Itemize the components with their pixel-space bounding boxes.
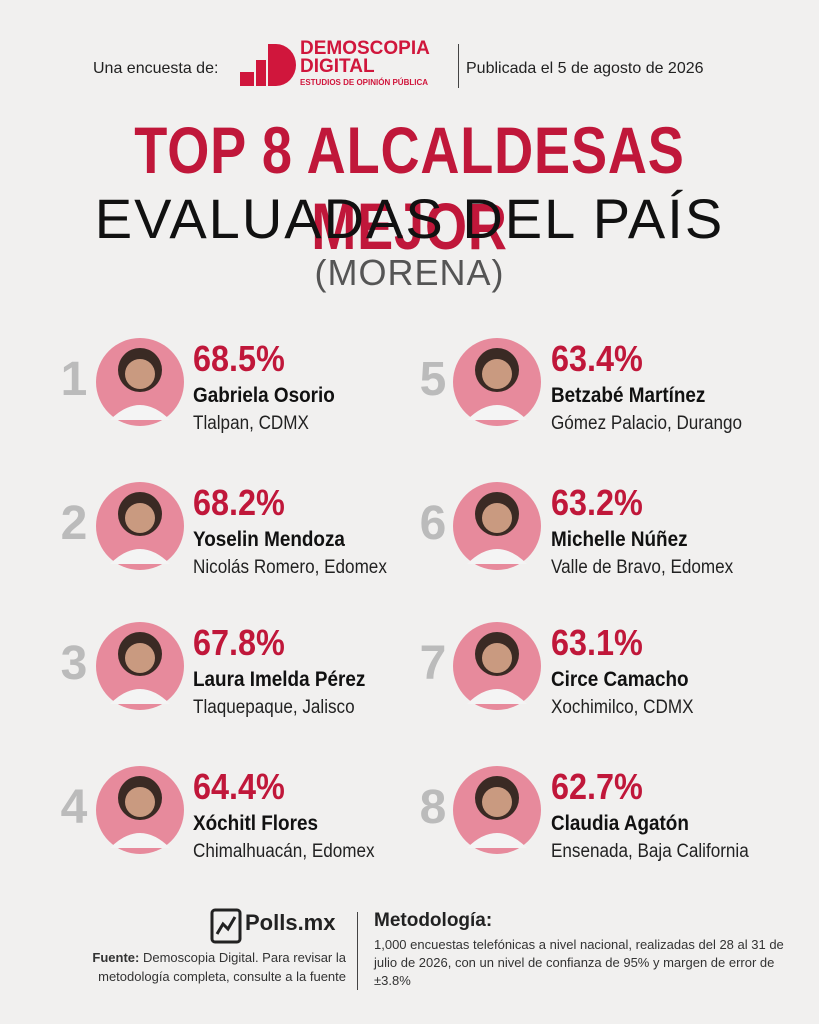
- logo-tagline: ESTUDIOS DE OPINIÓN PÚBLICA: [300, 78, 429, 87]
- published-date: Publicada el 5 de agosto de 2026: [466, 60, 704, 77]
- location: Xochimilco, CDMX: [551, 697, 694, 718]
- logo-mark: [240, 44, 296, 86]
- method-title: Metodología:: [374, 910, 493, 931]
- person-name: Circe Camacho: [551, 668, 689, 691]
- location: Tlalpan, CDMX: [193, 413, 309, 434]
- divider: [458, 44, 459, 88]
- location: Valle de Bravo, Edomex: [551, 557, 734, 578]
- location: Ensenada, Baja California: [551, 841, 749, 862]
- divider: [357, 912, 358, 990]
- percent: 63.1%: [551, 622, 643, 663]
- photo: [453, 622, 541, 710]
- polls-icon: [210, 908, 242, 944]
- source-label: Fuente:: [92, 950, 140, 965]
- person-name: Michelle Núñez: [551, 528, 688, 551]
- percent: 63.2%: [551, 482, 643, 523]
- polls-brand: Polls.mx: [245, 910, 336, 935]
- subtitle: (MORENA): [314, 252, 505, 293]
- location: Nicolás Romero, Edomex: [193, 557, 387, 578]
- person-name: Yoselin Mendoza: [193, 528, 345, 551]
- person-name: Betzabé Martínez: [551, 384, 706, 407]
- title-line: TOP 8 ALCALDESAS MEJOR: [134, 113, 685, 263]
- logo-word: DIGITAL: [300, 56, 375, 77]
- survey-by: Una encuesta de:: [93, 60, 219, 77]
- percent: 67.8%: [193, 622, 285, 663]
- person-name: Claudia Agatón: [551, 812, 689, 835]
- rank-number: 7: [419, 637, 447, 690]
- person-name: Xóchitl Flores: [193, 812, 318, 835]
- logo-word: DEMOSCOPIA: [300, 38, 430, 59]
- source-note: Fuente: Demoscopia Digital. Para revisar…: [78, 948, 346, 986]
- person-name: Laura Imelda Pérez: [193, 668, 366, 691]
- photo: [96, 482, 184, 570]
- photo: [453, 766, 541, 854]
- source-text: Demoscopia Digital. Para revisar la meto…: [98, 950, 346, 984]
- rank-number: 3: [60, 637, 88, 690]
- photo: [96, 338, 184, 426]
- person-name: Gabriela Osorio: [193, 384, 335, 407]
- rank-number: 1: [60, 353, 88, 406]
- rank-number: 4: [60, 781, 88, 834]
- percent: 68.5%: [193, 338, 285, 379]
- location: Tlaquepaque, Jalisco: [193, 697, 355, 718]
- rank-number: 2: [60, 497, 88, 550]
- logo-name: DEMOSCOPIA DIGITAL: [300, 38, 430, 77]
- percent: 62.7%: [551, 766, 643, 807]
- method-text: 1,000 encuestas telefónicas a nivel naci…: [374, 937, 784, 988]
- title-line: EVALUADAS DEL PAÍS: [94, 187, 725, 250]
- rank-number: 8: [419, 781, 447, 834]
- photo: [453, 482, 541, 570]
- photo: [96, 622, 184, 710]
- percent: 63.4%: [551, 338, 643, 379]
- location: Chimalhuacán, Edomex: [193, 841, 375, 862]
- rank-number: 5: [419, 353, 447, 406]
- percent: 64.4%: [193, 766, 285, 807]
- percent: 68.2%: [193, 482, 285, 523]
- rank-number: 6: [419, 497, 447, 550]
- photo: [96, 766, 184, 854]
- location: Gómez Palacio, Durango: [551, 413, 743, 434]
- photo: [453, 338, 541, 426]
